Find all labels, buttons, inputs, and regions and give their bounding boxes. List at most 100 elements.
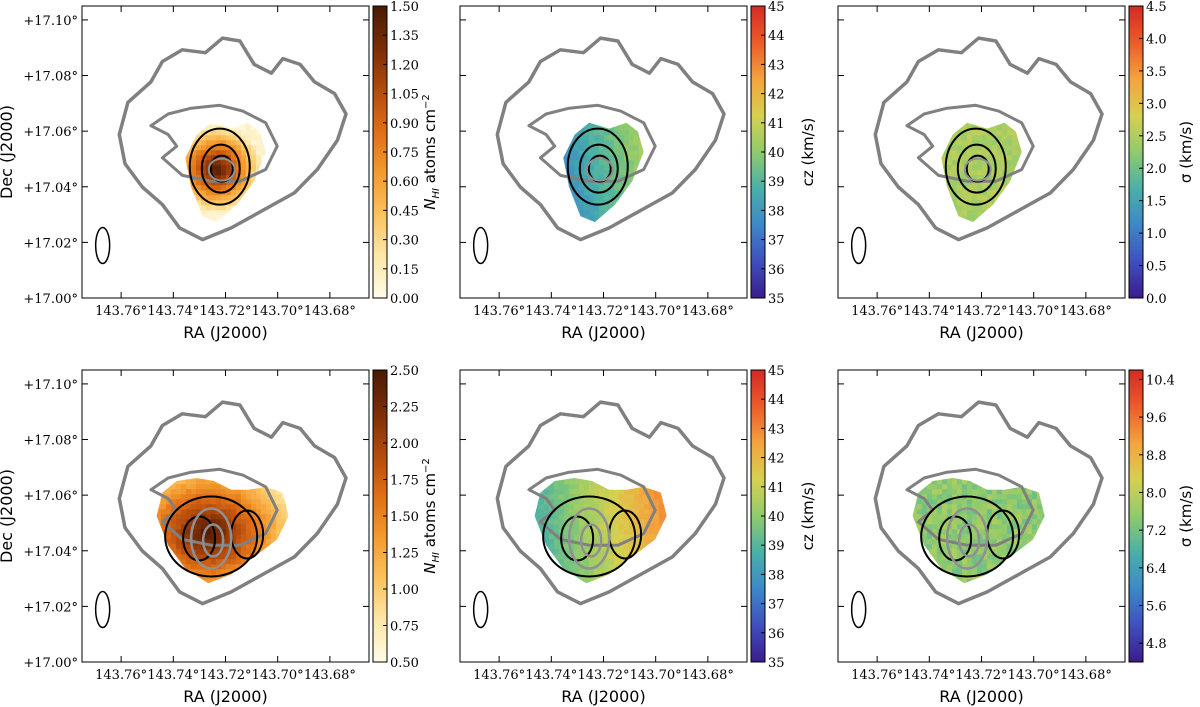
panel-top-dispersion: 143.76° 143.74° 143.72° 143.70° 143.68° RA (J… <box>837 0 1195 342</box>
y-tick-label: +17.04° <box>23 181 78 196</box>
gray-core-contour <box>207 157 236 182</box>
y-tick-label: +17.06° <box>23 489 78 504</box>
colorbar-tick-label: 1.75 <box>390 474 419 489</box>
x-tick-label: 143.74° <box>903 668 955 683</box>
gray-core-contour-2 <box>201 523 225 558</box>
inner-gray-contour <box>149 103 279 183</box>
density-contour-2 <box>578 143 619 194</box>
colorbar-tick-label: 35 <box>768 656 785 671</box>
colorbar-tick-label: 36 <box>768 263 785 278</box>
y-axis-label: Dec (J2000) <box>0 105 16 199</box>
colorbar-tick-label: 43 <box>768 422 785 437</box>
colorbar-label: cz (km/s) <box>799 482 817 551</box>
x-tick-label: 143.76° <box>95 668 147 683</box>
density-contour-1 <box>164 495 259 578</box>
y-tick-label: +17.00° <box>23 292 78 307</box>
x-tick-label: 143.76° <box>851 668 903 683</box>
x-tick-label: 143.70° <box>1008 304 1060 319</box>
x-tick-label: 143.74° <box>147 304 199 319</box>
colorbar-tick-label: 45 <box>768 364 785 379</box>
outer-contour <box>873 400 1104 606</box>
colorbar-tick-label: 8.8 <box>1146 449 1167 464</box>
y-axis-label: Dec (J2000) <box>0 469 16 563</box>
density-contour-1 <box>542 495 637 578</box>
colorbar-tick-label: 41 <box>768 481 785 496</box>
x-axis-label: RA (J2000) <box>561 687 645 706</box>
gray-core-contour <box>585 157 614 182</box>
colorbar-tick-label: 38 <box>768 204 785 219</box>
panel-bottom-dispersion: 143.76° 143.74° 143.72° 143.70° 143.68° RA (J… <box>837 369 1195 706</box>
outer-contour <box>117 36 348 242</box>
x-tick-label: 143.70° <box>252 668 304 683</box>
x-axis-label: RA (J2000) <box>183 323 267 342</box>
y-tick-label: +17.06° <box>23 125 78 140</box>
x-tick-label: 143.72° <box>956 668 1008 683</box>
beam-ellipse <box>850 226 867 265</box>
colorbar-tick-label: 1.05 <box>390 88 419 103</box>
gray-core-contour <box>567 507 611 570</box>
colorbar-tick-label: 2.00 <box>390 437 419 452</box>
colorbar-tick-label: 6.4 <box>1146 562 1167 577</box>
colorbar-tick-label: 0.0 <box>1146 292 1167 307</box>
colorbar-tick-label: 0.60 <box>390 175 419 190</box>
colorbar-tick-label: 3.5 <box>1146 65 1167 80</box>
colorbar-tick-label: 0.30 <box>390 234 419 249</box>
y-tick-label: +17.02° <box>23 600 78 615</box>
map-top-dispersion <box>941 122 1022 223</box>
y-tick-label: +17.00° <box>23 656 78 671</box>
map-bottom-density <box>156 478 289 584</box>
x-tick-label: 143.76° <box>473 304 525 319</box>
colorbar-tick-label: 0.45 <box>390 204 419 219</box>
x-tick-label: 143.68° <box>682 304 734 319</box>
x-tick-label: 143.70° <box>1008 668 1060 683</box>
colorbar-tick-label: 44 <box>768 393 785 408</box>
x-tick-label: 143.74° <box>147 668 199 683</box>
x-tick-label: 143.68° <box>682 668 734 683</box>
colorbar-tick-label: 1.20 <box>390 58 419 73</box>
colorbar-tick-label: 4.0 <box>1146 32 1167 47</box>
colorbar-tick-label: 2.25 <box>390 401 419 416</box>
density-contour-1 <box>944 127 1007 206</box>
x-tick-label: 143.72° <box>578 668 630 683</box>
colorbar-tick-label: 41 <box>768 117 785 132</box>
density-contour-1 <box>566 127 629 206</box>
colorbar-tick-label: 37 <box>768 598 785 613</box>
x-axis-label: RA (J2000) <box>561 323 645 342</box>
density-contour-3 <box>560 515 595 562</box>
colorbar-tick-label: 42 <box>768 452 785 467</box>
density-contour-3 <box>938 515 973 562</box>
gray-core-contour <box>189 507 233 570</box>
density-contour-1 <box>188 127 251 206</box>
colorbar-tick-label: 10.4 <box>1146 373 1175 388</box>
beam-ellipse <box>850 590 867 629</box>
x-tick-label: 143.68° <box>1060 668 1112 683</box>
inner-gray-contour <box>527 103 657 183</box>
colorbar-tick-label: 0.75 <box>390 620 419 635</box>
panel-top-velocity: 143.76° 143.74° 143.72° 143.70° 143.68° RA (J… <box>459 0 817 342</box>
map-bottom-velocity <box>534 478 667 584</box>
x-tick-label: 143.70° <box>630 668 682 683</box>
y-tick-label: +17.08° <box>23 70 78 85</box>
panel-bottom-density: 143.76° 143.74° 143.72° 143.70° 143.68° +17.0… <box>0 364 442 706</box>
x-tick-label: 143.70° <box>252 304 304 319</box>
colorbar-tick-label: 0.15 <box>390 263 419 278</box>
x-tick-label: 143.74° <box>525 668 577 683</box>
gray-core-contour-2 <box>957 523 981 558</box>
x-tick-label: 143.72° <box>200 304 252 319</box>
beam-ellipse <box>472 226 489 265</box>
colorbar-label: NHI atoms cm−2 <box>421 94 442 210</box>
colorbar-tick-label: 45 <box>768 0 785 15</box>
x-axis-label: RA (J2000) <box>939 323 1023 342</box>
density-contour-2 <box>956 143 997 194</box>
gray-core-contour <box>963 157 992 182</box>
x-tick-label: 143.68° <box>1060 304 1112 319</box>
colorbar-tick-label: 2.0 <box>1146 162 1167 177</box>
x-tick-label: 143.72° <box>578 304 630 319</box>
colorbar-label: σ (km/s) <box>1177 485 1195 547</box>
colorbar-tick-label: 1.35 <box>390 29 419 44</box>
colorbar-tick-label: 1.25 <box>390 547 419 562</box>
colorbar-tick-label: 0.90 <box>390 117 419 132</box>
outer-contour <box>873 36 1104 242</box>
colorbar-tick-label: 1.50 <box>390 510 419 525</box>
